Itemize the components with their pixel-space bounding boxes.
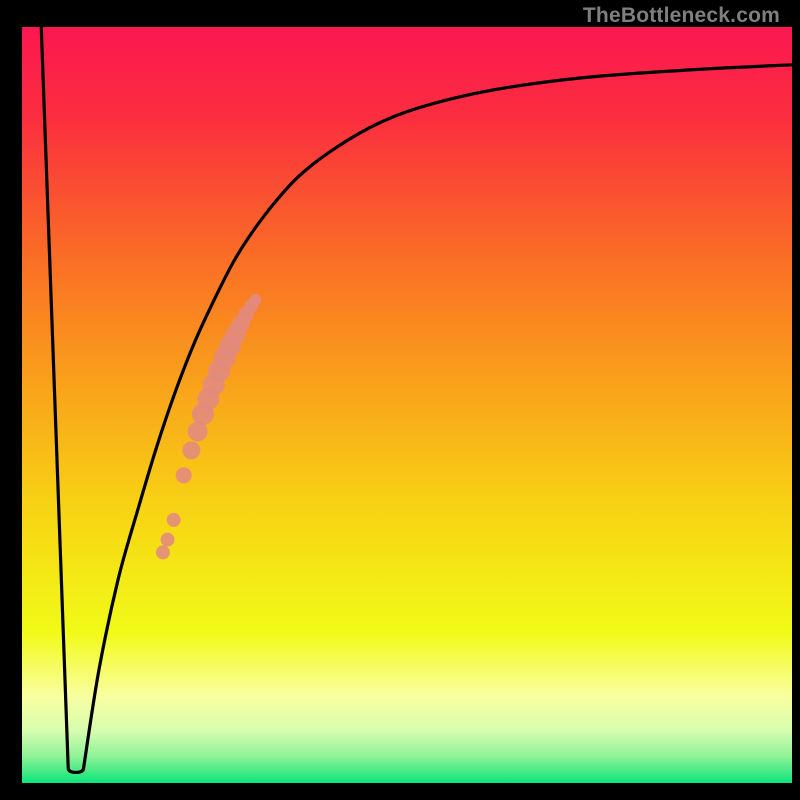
bottleneck-curve — [41, 27, 792, 772]
chart-svg — [22, 27, 792, 783]
stage: TheBottleneck.com — [0, 0, 800, 800]
scatter-point — [182, 441, 200, 459]
scatter-point — [161, 533, 175, 547]
plot-area — [22, 27, 792, 783]
scatter-point — [249, 294, 261, 306]
scatter-point — [167, 513, 181, 527]
scatter-series — [156, 294, 261, 559]
scatter-point — [156, 545, 170, 559]
attribution-label: TheBottleneck.com — [583, 4, 780, 28]
scatter-point — [176, 467, 192, 483]
